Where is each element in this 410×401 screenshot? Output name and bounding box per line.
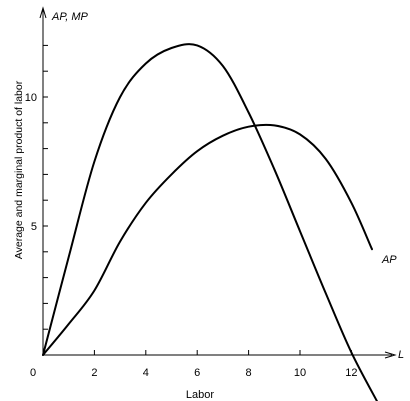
x-tick-label: 10: [294, 367, 306, 379]
series-line-ap: [42, 123, 373, 356]
y-axis-arrow-icon: [39, 6, 47, 19]
series-line-mp: [42, 43, 379, 401]
series: MPAP: [42, 43, 397, 401]
y-tick-label: 10: [25, 92, 37, 104]
x-tick-label: 2: [91, 367, 97, 379]
x-axis-symbol: L: [398, 349, 404, 361]
x-tick-label: 8: [246, 367, 252, 379]
y-axis-label: Average and marginal product of labor: [13, 80, 25, 259]
origin-label: 0: [30, 367, 36, 379]
x-axis-arrow-icon: [384, 351, 397, 359]
axes: [39, 6, 397, 359]
x-tick-label: 6: [194, 367, 200, 379]
ticks: 2 4 6 8 10 12 5 10: [25, 44, 358, 379]
x-axis-label: Labor: [186, 389, 214, 401]
x-tick-label: 12: [345, 367, 357, 379]
y-axis-symbol: AP, MP: [51, 11, 89, 23]
series-label-ap: AP: [381, 254, 397, 266]
x-tick-label: 4: [143, 367, 149, 379]
y-tick-label: 5: [31, 221, 37, 233]
labels: AP, MP L 0 Labor Average and marginal pr…: [13, 11, 404, 401]
